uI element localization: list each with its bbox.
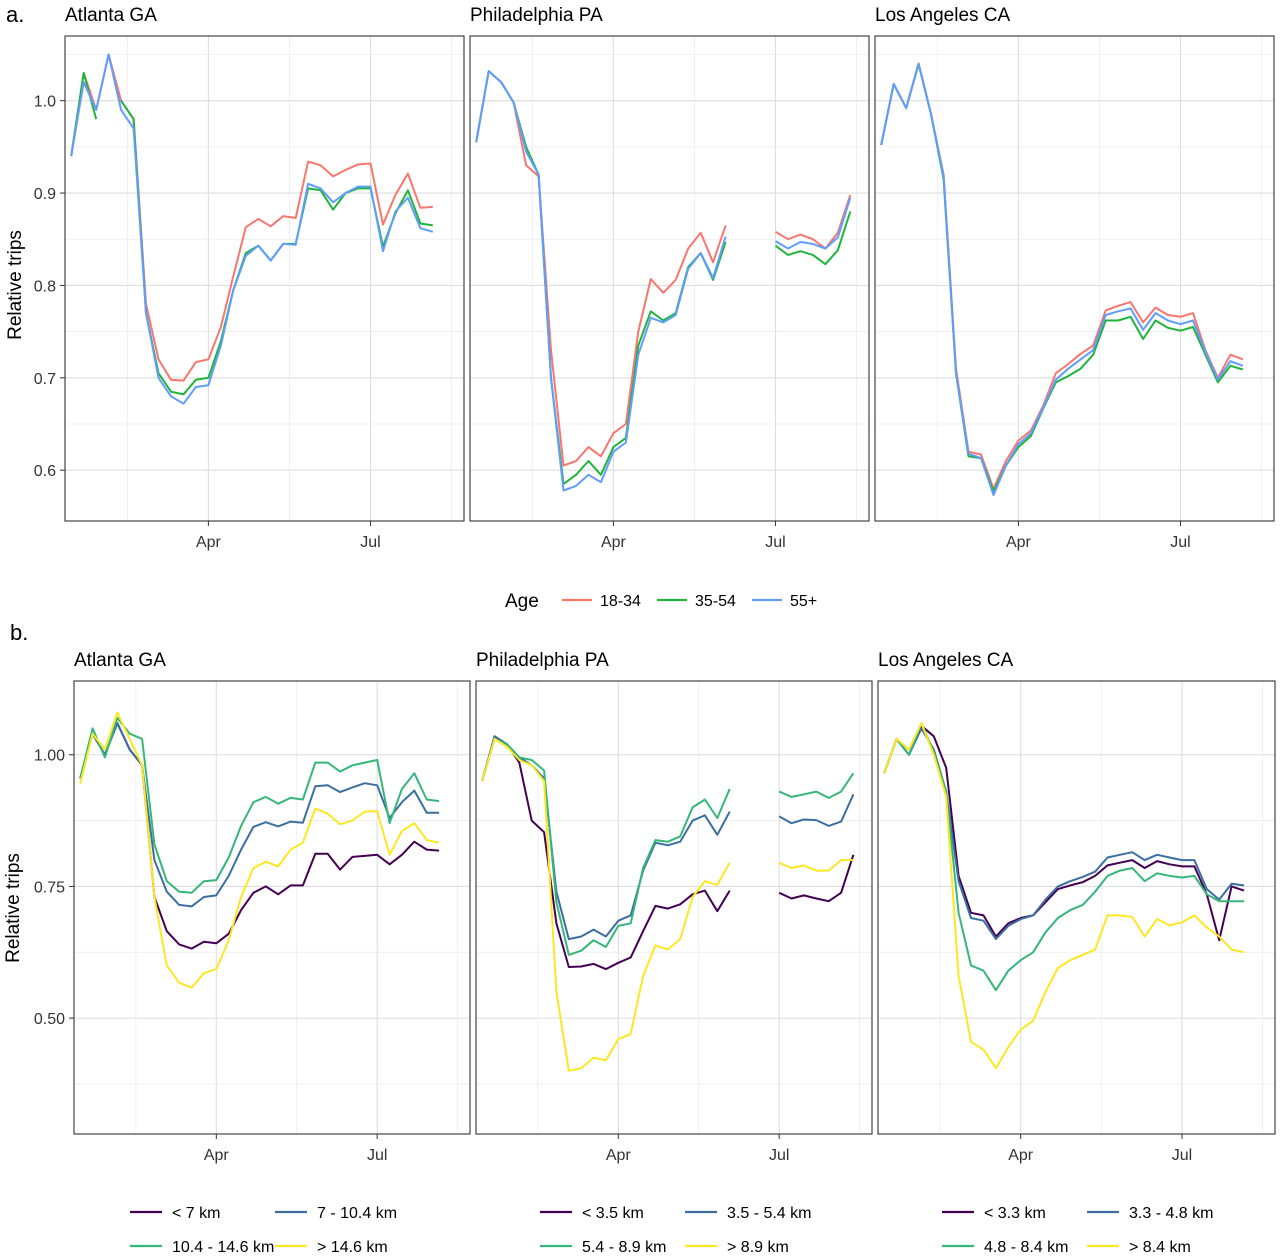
facet-title-atlanta-ga: Atlanta GA [65,5,157,26]
x-tick-label-jul: Jul [1172,1147,1192,1164]
legend-title: Age [505,591,539,612]
panel-frame-atlanta-ga [73,680,471,1135]
x-tick-label-apr: Apr [1006,534,1032,551]
gridlines-atlanta-ga [74,681,470,1134]
panel-frame-los-angeles-ca [874,35,1275,522]
x-tick-label-jul: Jul [367,1147,387,1164]
series-line-3-5-km [481,735,855,971]
series-group-atlanta-ga [79,711,440,989]
series-line-35-54 [70,72,433,396]
facet-philadelphia-age: Philadelphia PA Apr Jul [469,5,870,551]
legend-atlanta-distance: < 7 km 10.4 - 14.6 km 7 - 10.4 km > 14.6 km [130,1205,397,1256]
legend-label-10-4-14-6-km: 10.4 - 14.6 km [172,1239,274,1256]
facet-los-angeles-distance: Los Angeles CA Apr Jul [877,650,1276,1164]
series-line-7-10-4-km [79,722,440,908]
facet-atlanta-distance: Atlanta GA Apr Jul 0.50 0.75 1.00 [34,650,471,1164]
series-line-3-3-4-8-km [883,727,1245,941]
panel-frame-philadelphia-pa [475,680,873,1135]
series-line-55 [70,53,434,405]
legend-philadelphia-distance: < 3.5 km 5.4 - 8.9 km 3.5 - 5.4 km > 8.9 km [540,1205,811,1256]
x-tick-label-apr: Apr [196,534,222,551]
facet-title-philadelphia-pa: Philadelphia PA [470,5,603,26]
legend-label-8-9-km: > 8.9 km [727,1239,789,1256]
facet-philadelphia-distance: Philadelphia PA Apr Jul [475,650,873,1164]
series-line-10-4-14-6-km [79,716,440,894]
y-tick-label-0: 0.50 [34,1011,65,1028]
panel-a: a. Relative trips Atlanta GA Apr Jul 0.6 0.7… [5,2,1275,612]
y-tick-label-3: 0.9 [34,186,56,203]
legend-label-3-3-4-8-km: 3.3 - 4.8 km [1129,1205,1213,1222]
facet-title-los-angeles-ca: Los Angeles CA [875,5,1011,26]
facet-title-philadelphia-pa: Philadelphia PA [476,650,609,671]
series-group-philadelphia-pa [475,70,852,492]
panel-b-label: b. [10,620,28,645]
x-tick-label-apr: Apr [601,534,627,551]
x-tick-label-jul: Jul [765,534,785,551]
y-tick-label-1: 0.7 [34,371,56,388]
y-tick-label-4: 1.0 [34,94,56,111]
panel-frame-philadelphia-pa [469,35,870,522]
gridlines-philadelphia-pa [476,681,872,1134]
facet-title-atlanta-ga: Atlanta GA [74,650,166,671]
legend-label-3-5-5-4-km: 3.5 - 5.4 km [727,1205,811,1222]
series-line-3-5-5-4-km [481,735,855,941]
x-tick-label-jul: Jul [360,534,380,551]
series-line-14-6-km [79,711,440,989]
legend-label-7-10-4-km: 7 - 10.4 km [317,1205,397,1222]
panel-a-y-axis-label: Relative trips [5,230,26,340]
facet-atlanta-age: Atlanta GA Apr Jul 0.6 0.7 0.8 0.9 1.0 [34,5,465,551]
y-tick-label-1: 0.75 [34,879,65,896]
series-line-8-4-km [883,722,1245,1070]
series-group-philadelphia-pa [481,735,855,1072]
x-tick-label-jul: Jul [769,1147,789,1164]
legend-label-8-4-km: > 8.4 km [1129,1239,1191,1256]
panel-b: b. Relative trips Atlanta GA Apr Jul 0.50 0.… [3,620,1276,1256]
legend-label-4-8-8-4-km: 4.8 - 8.4 km [984,1239,1068,1256]
series-group-los-angeles-ca [880,62,1244,497]
legend-age: Age 18-34 35-54 55+ [505,591,817,612]
series-line-5-4-8-9-km [481,737,855,956]
series-line-4-8-8-4-km [883,722,1244,992]
panel-frame-los-angeles-ca [877,680,1276,1135]
legend-label-35-54: 35-54 [695,593,736,610]
x-tick-label-apr: Apr [606,1147,632,1164]
legend-label-5-4-8-9-km: 5.4 - 8.9 km [582,1239,666,1256]
series-group-atlanta-ga [70,53,434,405]
series-line-18-34 [475,70,852,467]
legend-label-3-5-km: < 3.5 km [582,1205,644,1222]
y-tick-label-2: 1.00 [34,748,65,765]
series-line-55 [880,62,1244,497]
gridlines-philadelphia-pa [470,36,869,521]
x-tick-label-apr: Apr [204,1147,230,1164]
x-tick-label-apr: Apr [1008,1147,1034,1164]
series-line-8-9-km [481,737,854,1072]
series-line-35-54 [880,62,1244,493]
series-line-55 [475,70,852,492]
panel-a-label: a. [6,2,24,27]
x-tick-label-jul: Jul [1170,534,1190,551]
gridlines-atlanta-ga [65,36,464,521]
gridlines-los-angeles-ca [875,36,1274,521]
panel-b-y-axis-label: Relative trips [3,853,24,963]
panel-frame-atlanta-ga [64,35,465,522]
gridlines-los-angeles-ca [878,681,1275,1134]
legend-los-angeles-distance: < 3.3 km 4.8 - 8.4 km 3.3 - 4.8 km > 8.4 km [942,1205,1213,1256]
legend-label-3-3-km: < 3.3 km [984,1205,1046,1222]
series-line-18-34 [880,62,1244,490]
legend-label-18-34: 18-34 [600,593,641,610]
series-line-3-3-km [883,724,1245,942]
legend-label-14-6-km: > 14.6 km [317,1239,388,1256]
series-group-los-angeles-ca [883,722,1245,1070]
facet-los-angeles-age: Los Angeles CA Apr Jul [874,5,1275,551]
legend-label-7-km: < 7 km [172,1205,220,1222]
y-tick-label-0: 0.6 [34,463,56,480]
legend-label-55: 55+ [790,593,817,610]
series-line-7-km [79,722,440,950]
facet-title-los-angeles-ca: Los Angeles CA [878,650,1014,671]
y-tick-label-2: 0.8 [34,278,56,295]
